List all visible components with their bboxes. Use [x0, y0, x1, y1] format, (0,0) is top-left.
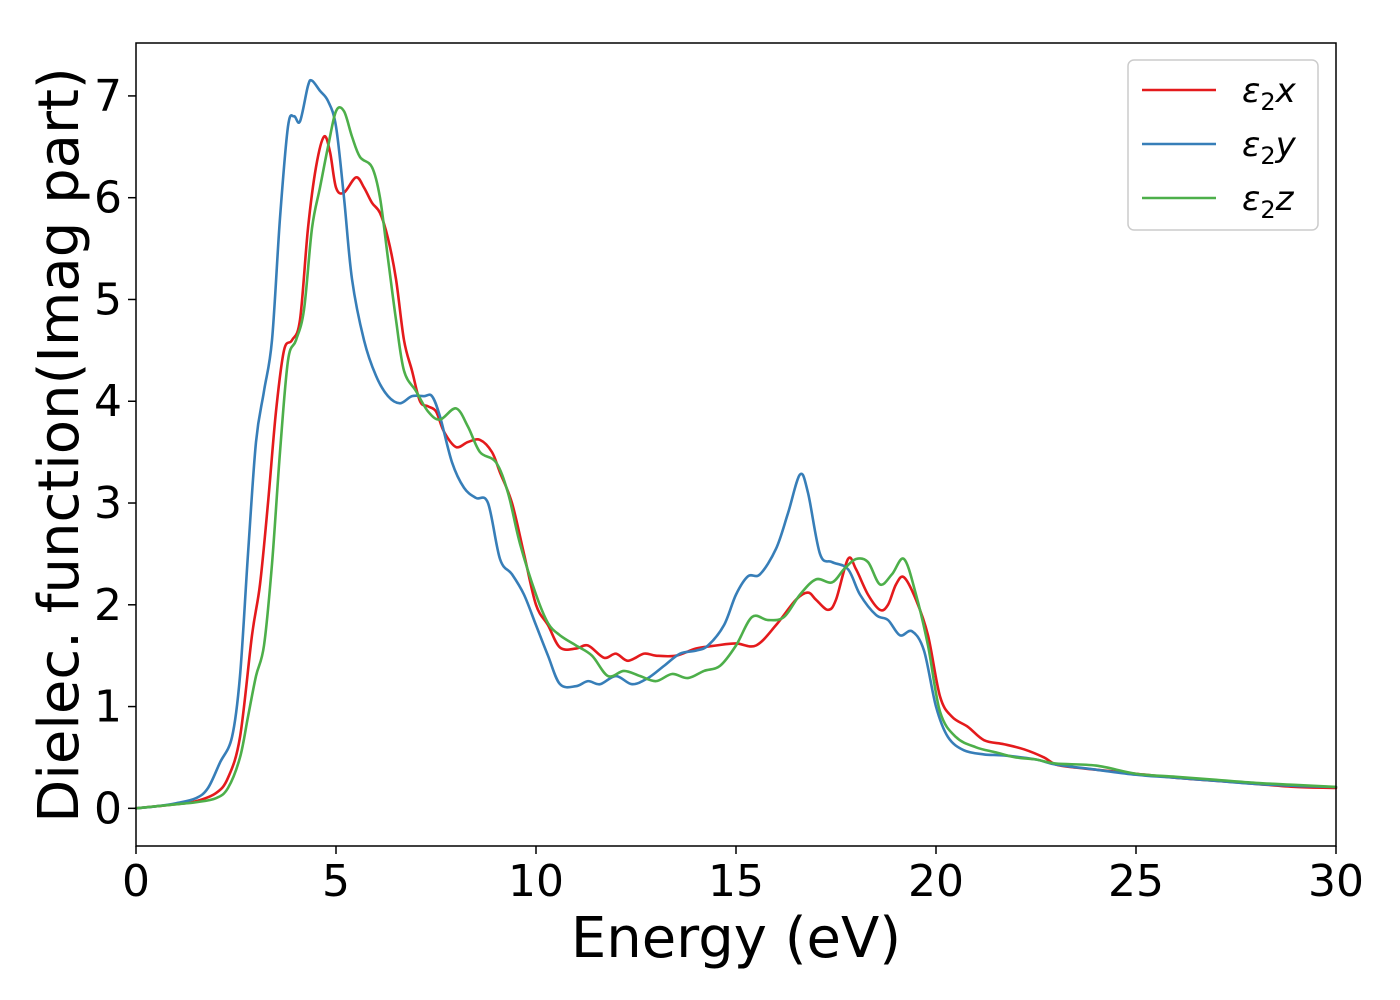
y-tick-label: 2 [94, 580, 122, 631]
legend-label-y: ε2y [1242, 125, 1297, 170]
x-tick-label: 10 [508, 856, 564, 907]
series-line-y [134, 78, 1338, 810]
legend-label-z: ε2z [1242, 179, 1295, 224]
x-tick-label: 20 [908, 856, 964, 907]
x-axis-title: Energy (eV) [571, 906, 901, 971]
y-tick-label: 1 [94, 682, 122, 733]
x-tick-label: 0 [122, 856, 150, 907]
y-tick-label: 6 [94, 173, 122, 224]
legend-entries: ε2x ε2y ε2z [1142, 71, 1297, 224]
x-tick-label: 25 [1108, 856, 1164, 907]
x-tick-label: 5 [322, 856, 350, 907]
legend: ε2x ε2y ε2z [1127, 59, 1319, 231]
y-axis-title: Dielec. function(Imag part) [27, 67, 92, 823]
legend-label-x: ε2x [1242, 71, 1297, 116]
y-tick-label: 5 [94, 274, 122, 325]
series-layer [134, 78, 1338, 810]
y-tick-label: 0 [94, 783, 122, 834]
y-tick-label: 3 [94, 478, 122, 529]
series-line-z [134, 106, 1338, 810]
x-axis-ticks: 0 5 10 15 20 25 30 [122, 846, 1364, 907]
y-tick-label: 4 [94, 376, 122, 427]
x-tick-label: 30 [1308, 856, 1364, 907]
series-line-x [134, 134, 1338, 810]
y-tick-label: 7 [94, 71, 122, 122]
legend-box [1127, 59, 1319, 231]
y-axis-ticks: 0 1 2 3 4 5 6 7 [94, 71, 136, 834]
x-tick-label: 15 [708, 856, 764, 907]
